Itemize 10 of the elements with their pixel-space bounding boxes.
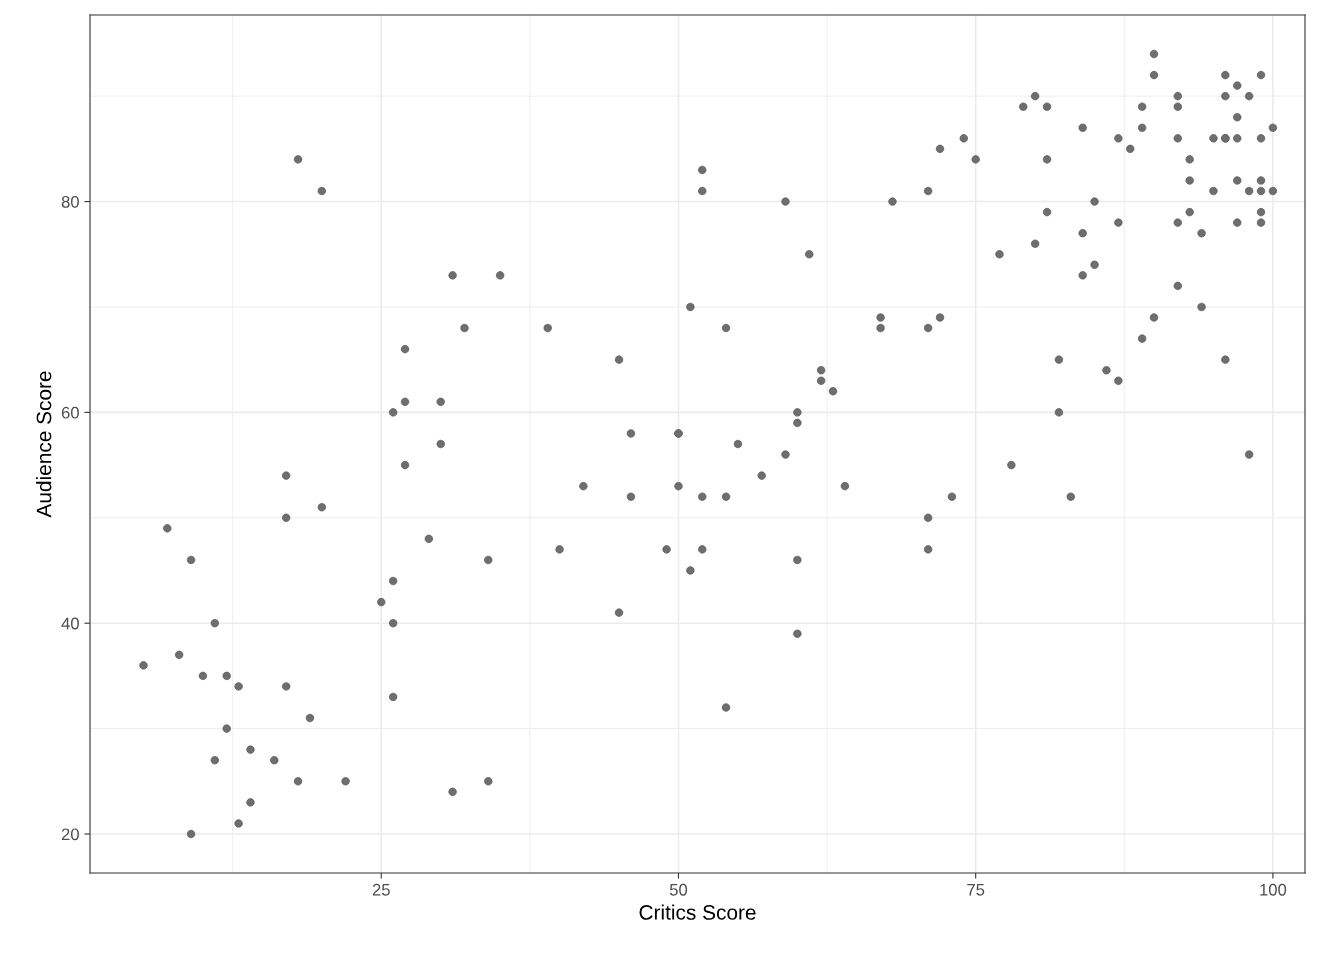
y-axis-title: Audience Score: [36, 371, 52, 518]
y-tick-label: 60: [61, 406, 79, 419]
x-tick-label: 75: [967, 884, 985, 896]
x-tick-label: 50: [669, 883, 688, 896]
x-tick-label: 25: [372, 883, 390, 896]
y-tick-label: 80: [61, 195, 79, 208]
y-tick-label: 40: [61, 617, 79, 630]
x-tick-label: 100: [1260, 883, 1287, 896]
y-tick-label: 20: [61, 828, 79, 841]
x-axis-title: Critics Score: [639, 904, 756, 920]
